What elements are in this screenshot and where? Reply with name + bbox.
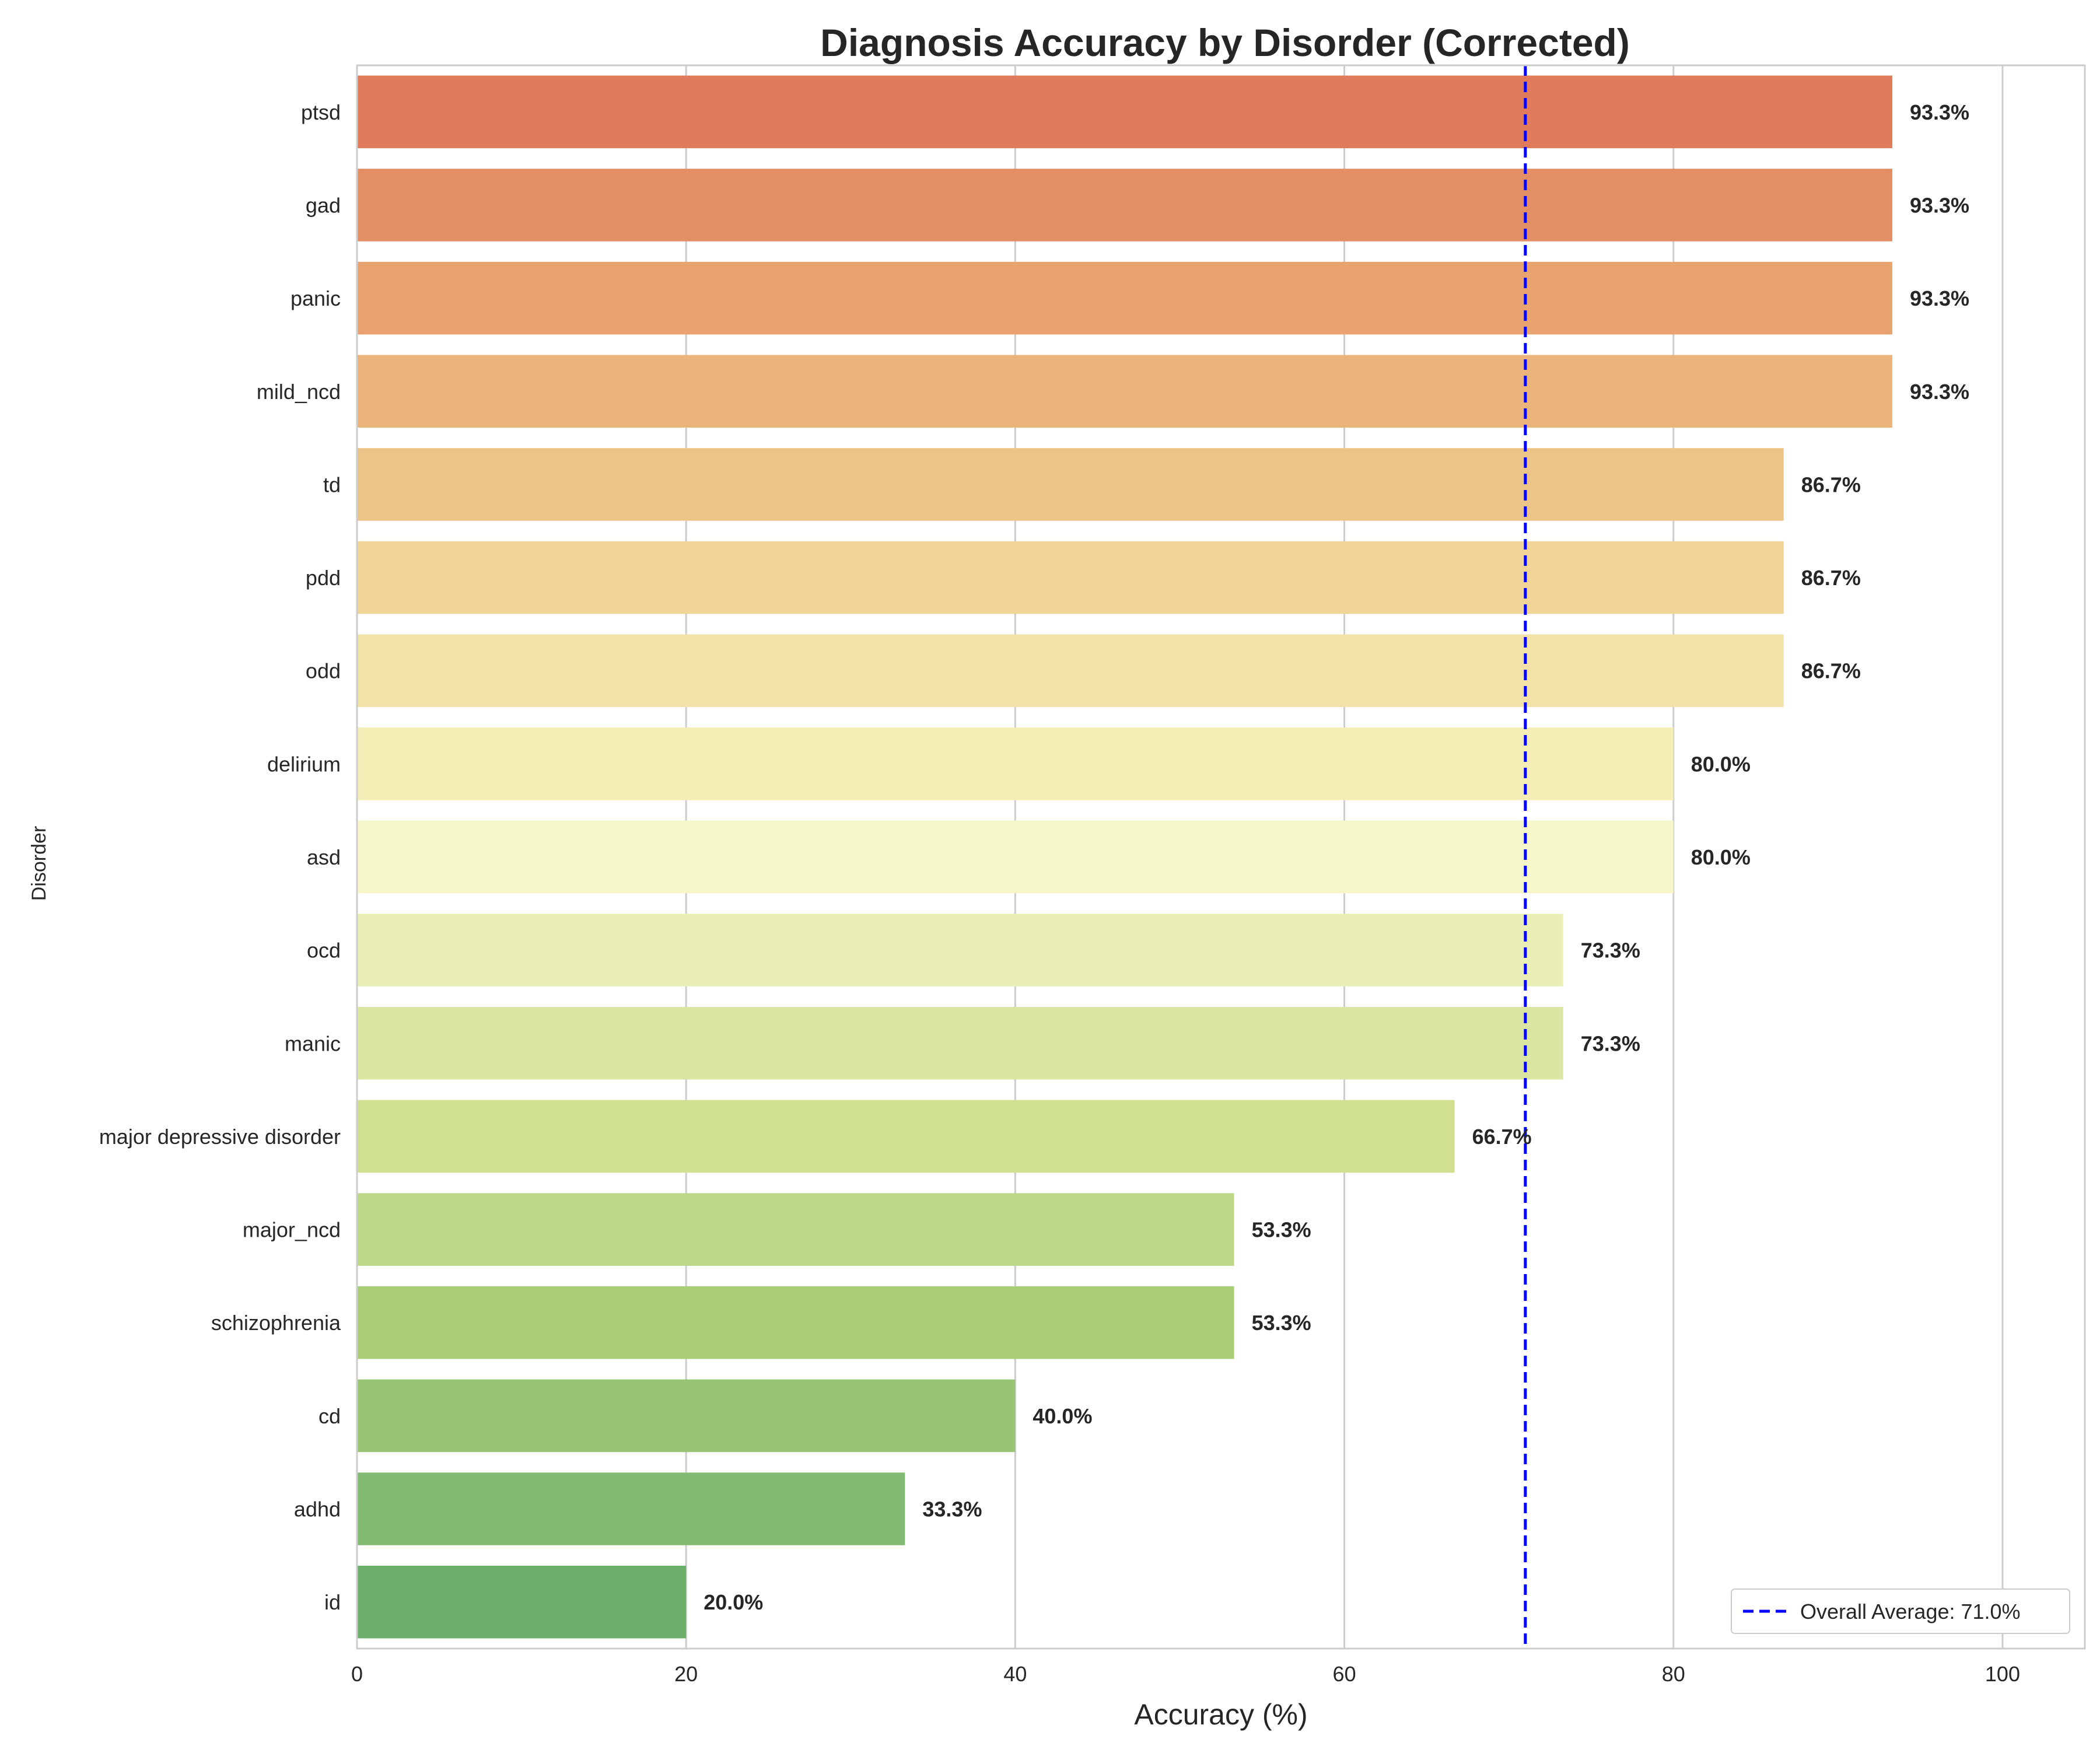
bar-cd	[357, 1379, 1016, 1453]
value-label: 53.3%	[1252, 1218, 1311, 1242]
x-tick-label: 20	[674, 1662, 698, 1686]
y-axis-label: Disorder	[28, 826, 50, 901]
value-label: 73.3%	[1581, 1031, 1640, 1055]
category-label: gad	[306, 193, 341, 217]
x-tick-label: 80	[1662, 1662, 1685, 1686]
category-label: schizophrenia	[211, 1311, 341, 1335]
bar-manic	[357, 1007, 1563, 1080]
category-label: odd	[306, 659, 341, 683]
bar-delirium	[357, 727, 1674, 800]
value-label: 93.3%	[1910, 100, 1969, 124]
category-label: manic	[285, 1031, 341, 1055]
x-tick-label: 0	[351, 1662, 363, 1686]
bar-ptsd	[357, 75, 1892, 149]
bars	[357, 75, 1892, 1639]
bar-asd	[357, 820, 1674, 894]
category-label: ptsd	[301, 100, 341, 124]
category-label: cd	[318, 1404, 341, 1428]
value-label: 40.0%	[1032, 1404, 1092, 1428]
bar-pdd	[357, 541, 1784, 614]
category-label: mild_ncd	[257, 380, 341, 404]
x-axis-label: Accuracy (%)	[1134, 1698, 1307, 1731]
category-label: pdd	[306, 566, 341, 590]
value-label: 33.3%	[922, 1497, 982, 1521]
bar-id	[357, 1565, 687, 1639]
category-label: delirium	[267, 752, 341, 776]
category-label: asd	[307, 845, 341, 869]
value-label: 86.7%	[1801, 566, 1861, 590]
value-label: 93.3%	[1910, 193, 1969, 217]
bar-td	[357, 448, 1784, 521]
bar-ocd	[357, 914, 1563, 986]
x-tick-labels: 0 20 40 60 80 100	[351, 1662, 2020, 1686]
legend-label: Overall Average: 71.0%	[1800, 1600, 2021, 1623]
value-label: 73.3%	[1581, 939, 1640, 963]
bar-adhd	[357, 1472, 905, 1545]
category-label: id	[324, 1590, 341, 1614]
chart-title: Diagnosis Accuracy by Disorder (Correcte…	[820, 21, 1630, 64]
category-label: panic	[290, 286, 341, 310]
bar-schizophrenia	[357, 1286, 1234, 1359]
value-label: 66.7%	[1472, 1125, 1532, 1149]
value-label: 80.0%	[1691, 845, 1751, 869]
category-label: major_ncd	[243, 1218, 341, 1242]
value-label: 53.3%	[1252, 1311, 1311, 1335]
value-label: 20.0%	[704, 1590, 763, 1614]
category-label: adhd	[294, 1497, 341, 1521]
bar-gad	[357, 169, 1892, 242]
value-label: 93.3%	[1910, 286, 1969, 310]
value-label: 93.3%	[1910, 380, 1969, 404]
bar-major-ncd	[357, 1193, 1234, 1266]
bar-panic	[357, 261, 1892, 335]
legend: Overall Average: 71.0%	[1731, 1588, 2070, 1634]
category-label: td	[323, 473, 341, 496]
value-labels: 93.3% 93.3% 93.3% 93.3% 86.7% 86.7% 86.7% 80.0%…	[704, 100, 1969, 1614]
value-label: 80.0%	[1691, 752, 1751, 776]
value-label: 86.7%	[1801, 659, 1861, 683]
x-tick-label: 60	[1333, 1662, 1356, 1686]
x-tick-label: 100	[1985, 1662, 2020, 1686]
category-label: ocd	[307, 939, 341, 963]
bar-major-depressive-disorder	[357, 1100, 1455, 1173]
x-tick-label: 40	[1003, 1662, 1027, 1686]
bar-mild-ncd	[357, 355, 1892, 428]
legend-box	[1731, 1588, 2070, 1634]
bar-odd	[357, 634, 1784, 707]
value-label: 86.7%	[1801, 473, 1861, 496]
category-label: major depressive disorder	[99, 1125, 341, 1149]
plot-frame	[356, 64, 2086, 1650]
